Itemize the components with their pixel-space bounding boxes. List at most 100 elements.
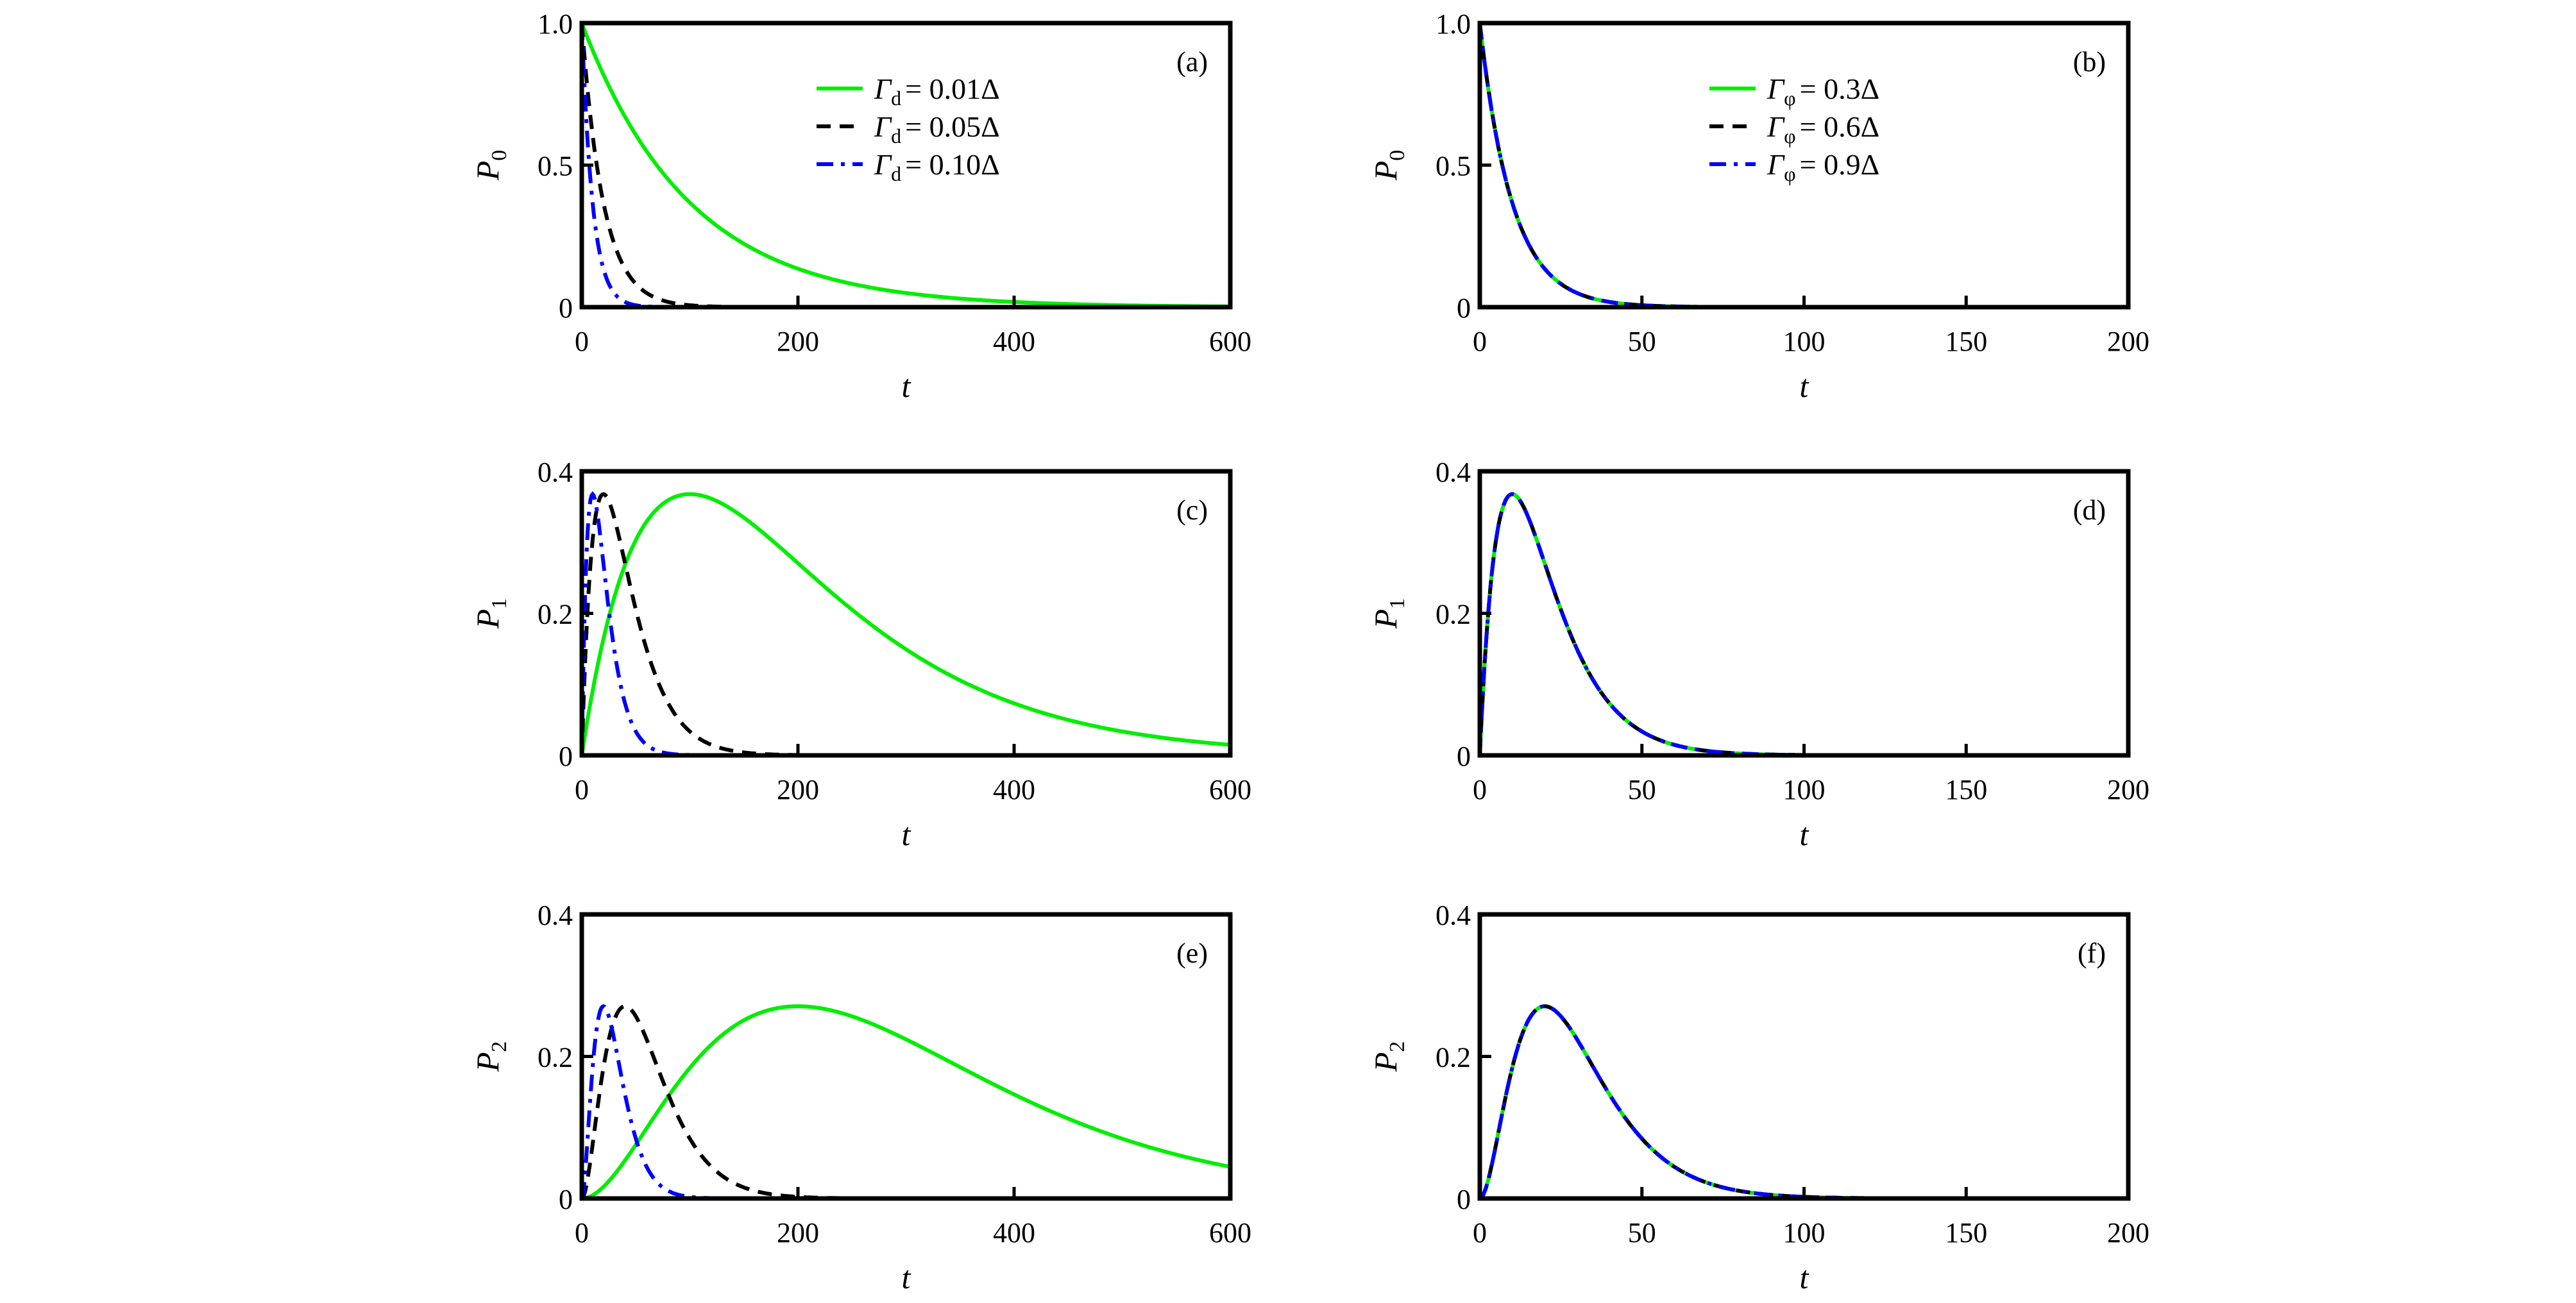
legend-symbol: Γ [874, 72, 892, 105]
y-tick-label: 1.0 [1436, 8, 1471, 40]
x-tick-label: 200 [2107, 1217, 2149, 1248]
y-axis-label-subscript: 1 [487, 598, 511, 609]
y-axis-label-main: P [1368, 609, 1403, 630]
y-tick-label: 0.4 [538, 457, 573, 488]
legend-symbol: Γ [1767, 72, 1785, 105]
legend-value: = 0.05Δ [905, 110, 1000, 143]
x-tick-label: 400 [993, 1217, 1035, 1248]
legend-value: = 0.01Δ [905, 72, 1000, 105]
legend-subscript: d [891, 162, 901, 185]
series-line-1 [1480, 492, 2128, 755]
y-axis-label-main: P [1368, 1052, 1403, 1073]
legend-entry: Γd = 0.05Δ [874, 110, 1000, 147]
axes-frame [1477, 469, 2131, 758]
y-axis-label-main: P [1368, 161, 1403, 181]
legend-subscript: d [891, 124, 901, 147]
legend-entry: Γφ = 0.6Δ [1767, 110, 1879, 147]
x-tick-label: 0 [575, 326, 589, 357]
y-tick-label: 0.2 [1436, 599, 1471, 630]
panel-e: 0 200 400 600 0 0.2 0.4 t P2 (e) [470, 900, 1251, 1295]
y-tick-label: 0.5 [1436, 151, 1471, 182]
x-axis-label: t [902, 368, 911, 404]
y-axis-label-subscript: 0 [487, 150, 511, 161]
series-line-0 [1480, 1004, 2128, 1198]
y-tick-label: 0 [559, 741, 573, 772]
legend-entry: Γd = 0.10Δ [874, 148, 1000, 185]
x-tick-label: 200 [777, 1217, 819, 1248]
y-tick-label: 0 [559, 1184, 573, 1215]
x-tick-label: 50 [1628, 1217, 1656, 1248]
series-line-0 [582, 1004, 1230, 1198]
series-line-1 [582, 1004, 1230, 1198]
legend-symbol: Γ [1767, 148, 1785, 181]
x-tick-label: 100 [1783, 326, 1826, 357]
legend-value: = 0.3Δ [1800, 72, 1880, 105]
x-tick-label: 600 [1209, 326, 1251, 357]
y-tick-label: 1.0 [538, 8, 573, 40]
series-line-2 [1480, 492, 2128, 755]
x-tick-label: 50 [1628, 774, 1656, 805]
legend-entry: Γφ = 0.9Δ [1767, 148, 1879, 185]
x-tick-label: 200 [2107, 326, 2149, 357]
panel-f: 0 50 100 150 200 0 0.2 0.4 t P2 (f) [1368, 900, 2149, 1295]
x-tick-label: 0 [1473, 1217, 1487, 1248]
x-tick-label: 0 [1473, 326, 1487, 357]
panel-label: (d) [2073, 494, 2106, 526]
x-tick-label: 150 [1945, 1217, 1987, 1248]
x-tick-label: 0 [1473, 774, 1487, 805]
y-tick-label: 0 [1457, 292, 1471, 324]
x-tick-label: 50 [1628, 326, 1656, 357]
x-tick-label: 400 [993, 774, 1035, 805]
axes-frame [1477, 912, 2131, 1201]
series-line-2 [582, 1004, 1230, 1198]
y-tick-label: 0.2 [538, 599, 573, 630]
x-tick-label: 400 [993, 326, 1035, 357]
x-tick-label: 600 [1209, 1217, 1251, 1248]
legend-subscript: d [891, 87, 901, 110]
legend-symbol: Γ [874, 110, 892, 143]
x-tick-label: 150 [1945, 326, 1987, 357]
panel-label: (f) [2078, 937, 2106, 969]
legend-symbol: Γ [874, 148, 892, 181]
x-axis-label: t [902, 1259, 911, 1295]
series-line-1 [1480, 23, 2128, 307]
series-line-1 [582, 492, 1230, 755]
y-axis-label-main: P [470, 1052, 505, 1073]
y-axis-label: P2 [1368, 1041, 1409, 1073]
y-axis-label-subscript: 0 [1385, 150, 1409, 161]
x-tick-label: 200 [777, 326, 819, 357]
legend-symbol: Γ [1767, 110, 1785, 143]
x-tick-label: 600 [1209, 774, 1251, 805]
y-tick-label: 0 [1457, 741, 1471, 772]
x-axis-label: t [1800, 816, 1809, 852]
panel-c: 0 200 400 600 0 0.2 0.4 t P1 (c) [470, 457, 1251, 852]
legend-value: = 0.10Δ [905, 148, 1000, 181]
panel-label: (b) [2073, 46, 2106, 78]
legend-value: = 0.9Δ [1800, 148, 1880, 181]
y-tick-label: 0.4 [1436, 900, 1471, 931]
x-axis-label: t [1800, 1259, 1809, 1295]
x-tick-label: 100 [1783, 774, 1826, 805]
legend-entry: Γφ = 0.3Δ [1767, 72, 1879, 110]
x-tick-label: 150 [1945, 774, 1987, 805]
series-line-1 [1480, 1004, 2128, 1198]
axes-frame [579, 912, 1233, 1201]
panel-label: (a) [1176, 46, 1208, 78]
x-tick-label: 0 [575, 1217, 589, 1248]
y-axis-label-main: P [470, 609, 505, 630]
y-tick-label: 0.2 [538, 1042, 573, 1073]
y-tick-label: 0 [559, 292, 573, 324]
x-tick-label: 100 [1783, 1217, 1826, 1248]
series-line-0 [1480, 492, 2128, 755]
y-axis-label-subscript: 2 [1385, 1041, 1409, 1052]
y-axis-label-subscript: 1 [1385, 598, 1409, 609]
legend-subscript: φ [1784, 87, 1795, 110]
y-axis-label: P0 [470, 150, 511, 181]
y-axis-label-main: P [470, 161, 505, 181]
legend-subscript: φ [1784, 162, 1795, 185]
series-line-2 [1480, 1004, 2128, 1198]
panel-d: 0 50 100 150 200 0 0.2 0.4 t P1 (d) [1368, 457, 2149, 852]
